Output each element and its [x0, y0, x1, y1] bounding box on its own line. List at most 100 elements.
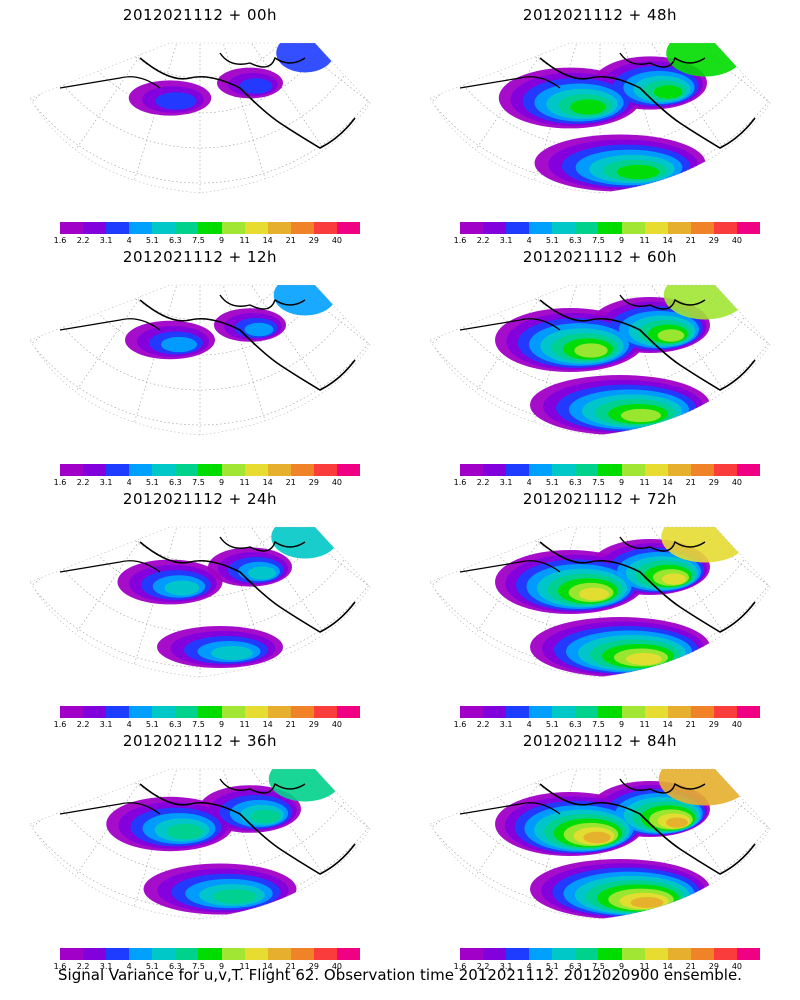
figure-caption: Signal Variance for u,v,T. Flight 62. Ob… — [58, 966, 742, 984]
colorbar-tick-label: 40 — [331, 236, 343, 245]
colorbar — [460, 948, 761, 960]
colorbar-tick-label: 14 — [662, 962, 673, 971]
colorbar-tick-label: 9 — [218, 962, 225, 971]
colorbar-tick-label: 5.1 — [145, 962, 159, 971]
variance-map — [29, 284, 371, 436]
colorbar-tick-label: 14 — [662, 236, 673, 245]
panel-title: 2012021112 + 60h — [522, 248, 678, 266]
colorbar-swatch — [129, 464, 153, 476]
colorbar-tick-label: 7.5 — [592, 236, 605, 245]
colorbar-swatch — [244, 948, 268, 960]
map-panel: 2012021112 + 00h 1.6 2.2 3.1 4 5.1 6.3 7.5 9 11 14… — [20, 0, 380, 245]
colorbar-tick-label: 21 — [685, 962, 696, 971]
colorbar-tick-label: 7.5 — [592, 962, 605, 971]
map-panel: 2012021112 + 84h 1.6 2.2 3.1 4 5.1 6.3 7.5 9 11 14… — [420, 726, 780, 971]
colorbar-swatch — [175, 464, 199, 476]
colorbar-tick-label: 2.2 — [476, 236, 490, 245]
colorbar-tick-label: 2.2 — [76, 962, 90, 971]
colorbar-labels: 1.6 2.2 3.1 4 5.1 6.3 7.5 9 11 14 21 29 40 — [454, 236, 760, 248]
colorbar-tick-label: 5.1 — [545, 962, 559, 971]
colorbar-tick-label: 2.2 — [76, 236, 90, 245]
colorbar-tick-label: 11 — [639, 720, 650, 729]
colorbar — [60, 222, 361, 234]
colorbar-swatch — [667, 464, 691, 476]
colorbar-swatch — [506, 464, 530, 476]
colorbar-swatch — [506, 706, 530, 718]
colorbar-swatch — [313, 948, 337, 960]
colorbar-tick-label: 29 — [708, 478, 719, 487]
colorbar-tick-label: 1.6 — [53, 478, 67, 487]
colorbar-tick-label: 7.5 — [592, 478, 605, 487]
panel-title: 2012021112 + 00h — [122, 6, 278, 24]
colorbar-swatch — [106, 222, 130, 234]
colorbar-swatch — [598, 948, 622, 960]
colorbar-swatch — [267, 948, 291, 960]
colorbar-tick-label: 3.1 — [99, 236, 113, 245]
variance-map — [429, 768, 771, 920]
colorbar-tick-label: 9 — [618, 962, 625, 971]
panel-title: 2012021112 + 36h — [122, 732, 278, 750]
colorbar-swatch — [552, 222, 576, 234]
map-panel: 2012021112 + 72h 1.6 2.2 3.1 4 5.1 6.3 7.5 9 11 14… — [420, 484, 780, 729]
colorbar-swatch — [460, 706, 484, 718]
colorbar-tick-label: 9 — [618, 236, 625, 245]
colorbar-swatch — [267, 222, 291, 234]
colorbar-tick-label: 6.3 — [169, 720, 182, 729]
colorbar-tick-label: 3.1 — [99, 962, 113, 971]
colorbar-swatch — [175, 222, 199, 234]
colorbar — [460, 706, 761, 718]
colorbar-swatch — [336, 706, 361, 718]
colorbar-tick-label: 2.2 — [476, 962, 490, 971]
colorbar-labels: 1.6 2.2 3.1 4 5.1 6.3 7.5 9 11 14 21 29 40 — [454, 962, 760, 974]
colorbar-tick-label: 1.6 — [53, 962, 67, 971]
colorbar-tick-label: 29 — [708, 720, 719, 729]
colorbar-tick-label: 40 — [731, 720, 743, 729]
colorbar-swatch — [290, 706, 314, 718]
colorbar-swatch — [129, 222, 153, 234]
colorbar-swatch — [175, 948, 199, 960]
colorbar-tick-label: 11 — [239, 236, 250, 245]
colorbar-tick-label: 21 — [685, 720, 696, 729]
panel-title: 2012021112 + 24h — [122, 490, 278, 508]
colorbar-tick-label: 14 — [262, 236, 273, 245]
colorbar-tick-label: 1.6 — [453, 720, 467, 729]
colorbar-swatch — [244, 706, 268, 718]
colorbar-tick-label: 4 — [526, 236, 532, 245]
colorbar-tick-label: 9 — [618, 478, 625, 487]
colorbar-swatch — [152, 706, 176, 718]
panel-title: 2012021112 + 48h — [522, 6, 678, 24]
colorbar-swatch — [60, 948, 84, 960]
colorbar-labels: 1.6 2.2 3.1 4 5.1 6.3 7.5 9 11 14 21 29 40 — [54, 962, 360, 974]
colorbar-swatch — [552, 464, 576, 476]
colorbar-tick-label: 5.1 — [545, 478, 559, 487]
colorbar-tick-label: 2.2 — [76, 720, 90, 729]
colorbar-swatch — [621, 222, 645, 234]
colorbar-swatch — [713, 464, 737, 476]
colorbar-swatch — [106, 464, 130, 476]
colorbar-tick-label: 14 — [262, 478, 273, 487]
colorbar-swatch — [313, 706, 337, 718]
colorbar-tick-label: 3.1 — [99, 478, 113, 487]
colorbar-swatch — [552, 948, 576, 960]
colorbar-tick-label: 6.3 — [569, 962, 582, 971]
colorbar-tick-label: 21 — [285, 478, 296, 487]
variance-map — [429, 526, 771, 678]
colorbar-tick-label: 2.2 — [476, 478, 490, 487]
panel-title: 2012021112 + 72h — [522, 490, 678, 508]
colorbar-tick-label: 5.1 — [145, 478, 159, 487]
panel-title: 2012021112 + 12h — [122, 248, 278, 266]
colorbar-swatch — [667, 706, 691, 718]
colorbar-swatch — [598, 464, 622, 476]
colorbar-swatch — [483, 464, 507, 476]
colorbar-tick-label: 4 — [126, 720, 132, 729]
colorbar-tick-label: 29 — [708, 236, 719, 245]
colorbar-tick-label: 29 — [308, 478, 319, 487]
colorbar-swatch — [644, 948, 668, 960]
colorbar-swatch — [529, 464, 553, 476]
colorbar-swatch — [483, 706, 507, 718]
colorbar-swatch — [644, 706, 668, 718]
colorbar-tick-label: 40 — [731, 962, 743, 971]
colorbar-tick-label: 4 — [526, 720, 532, 729]
colorbar-tick-label: 11 — [639, 478, 650, 487]
colorbar-swatch — [736, 464, 761, 476]
